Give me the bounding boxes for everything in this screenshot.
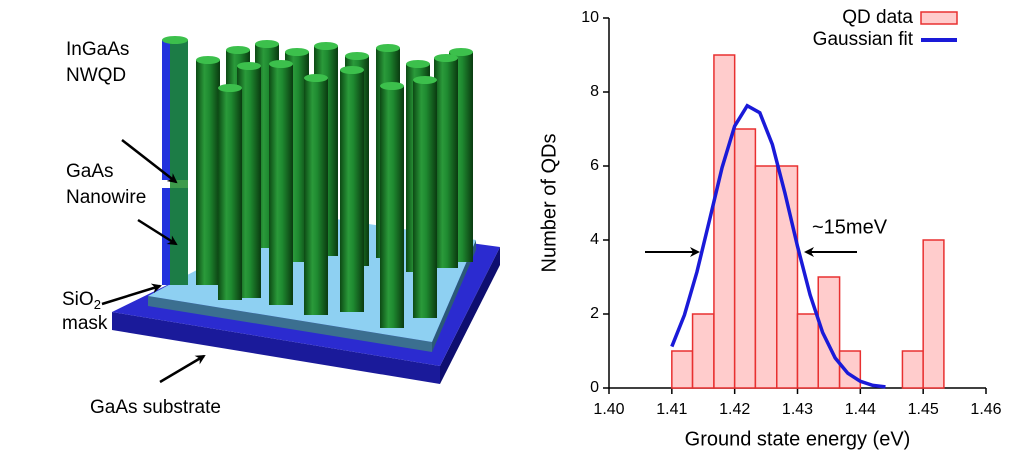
substrate-side xyxy=(440,247,500,384)
nanowires xyxy=(196,40,473,328)
nanowire-top xyxy=(226,46,250,54)
mask-side xyxy=(432,240,476,352)
histogram-bar xyxy=(733,128,757,389)
x-axis-label: Ground state energy (eV) xyxy=(685,428,911,450)
nanowire xyxy=(304,78,328,315)
nanowire-top xyxy=(285,48,309,56)
label-substrate: GaAs substrate xyxy=(90,397,221,418)
nanowire-top xyxy=(413,76,437,84)
histogram-bar xyxy=(922,239,945,389)
histogram-bar xyxy=(754,165,778,389)
nanowire-top xyxy=(376,44,400,52)
nanowire xyxy=(413,80,437,318)
nwqd-wire xyxy=(162,36,188,285)
nanowire-top xyxy=(304,74,328,82)
fit-curve xyxy=(670,103,886,389)
histogram-bar xyxy=(713,54,736,389)
nanowire xyxy=(434,58,458,268)
y-tick-label: 10 xyxy=(581,9,599,26)
nanowire-diagram: InGaAs NWQD GaAs Nanowire SiO2 mask GaAs… xyxy=(62,36,500,418)
nanowire-top xyxy=(406,60,430,68)
legend-label: Gaussian fit xyxy=(813,29,914,50)
histogram-bar xyxy=(796,313,819,389)
nanowire xyxy=(269,64,293,305)
x-tick-label: 1.41 xyxy=(656,401,687,418)
y-tick-label: 0 xyxy=(590,379,599,396)
arrow xyxy=(137,218,178,246)
nanowire-top xyxy=(380,82,404,90)
arrow xyxy=(159,354,206,384)
nanowire-top xyxy=(269,60,293,68)
nanowire-top xyxy=(449,48,473,56)
x-tick-label: 1.44 xyxy=(845,401,876,418)
y-axis-label: Number of QDs xyxy=(538,134,560,273)
legend-swatch xyxy=(920,11,958,25)
y-tick-label: 6 xyxy=(590,157,599,174)
x-tick-label: 1.43 xyxy=(782,401,813,418)
nanowire xyxy=(380,86,404,328)
histogram-bar xyxy=(671,350,694,389)
histogram-bar xyxy=(901,350,924,389)
x-tick-label: 1.46 xyxy=(970,401,1001,418)
substrate-front xyxy=(112,312,440,384)
nanowire xyxy=(218,88,242,300)
label-gaas: GaAs xyxy=(66,161,114,182)
nanowire xyxy=(340,70,364,312)
nanowire-top xyxy=(314,42,338,50)
label-ingaas: InGaAs xyxy=(66,39,129,60)
nanowire-top xyxy=(345,52,369,60)
histogram-bar xyxy=(817,276,841,389)
nanowire-top xyxy=(196,56,220,64)
y-tick-label: 4 xyxy=(590,231,599,248)
arrow xyxy=(101,283,162,306)
nanowire-top xyxy=(218,84,242,92)
nanowire xyxy=(196,60,220,285)
histogram-bar xyxy=(691,313,715,389)
label-mask: mask xyxy=(62,313,108,334)
x-tick-label: 1.42 xyxy=(719,401,750,418)
x-tick-label: 1.45 xyxy=(908,401,939,418)
nanowire-top xyxy=(434,54,458,62)
nanowire-top xyxy=(237,62,261,70)
label-sio2: SiO2 xyxy=(62,289,101,312)
annotation: ~15meV xyxy=(812,216,888,238)
wire-top xyxy=(162,36,188,44)
label-nanowire: Nanowire xyxy=(66,187,146,208)
y-tick-label: 2 xyxy=(590,305,599,322)
label-nwqd: NWQD xyxy=(66,65,126,86)
nanowire-top xyxy=(340,66,364,74)
wire-back xyxy=(170,40,188,285)
arrow xyxy=(121,139,178,184)
nanowire-top xyxy=(255,40,279,48)
x-tick-label: 1.40 xyxy=(593,401,624,418)
histogram-chart: 0 2 4 6 8 10 1.40 1.41 1.42 1.43 1.44 1.45 1.46 Groun… xyxy=(538,7,1001,450)
legend-label: QD data xyxy=(842,7,913,28)
y-tick-label: 8 xyxy=(590,83,599,100)
mask-front xyxy=(148,296,432,352)
